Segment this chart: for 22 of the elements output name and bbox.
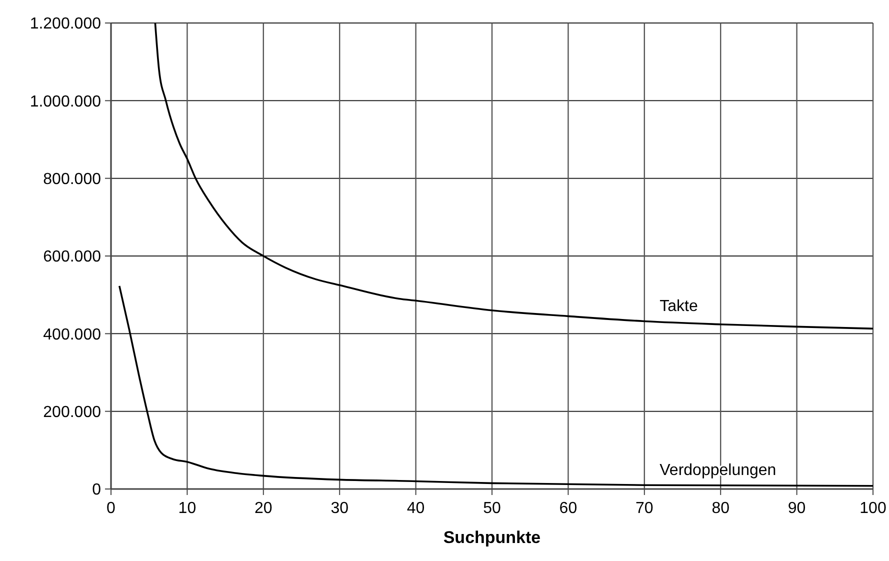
- x-tick-label: 80: [712, 500, 730, 517]
- x-tick-label: 40: [406, 500, 425, 517]
- y-tick-label: 200.000: [43, 404, 102, 421]
- series-label: Takte: [660, 298, 698, 316]
- x-tick-label: 100: [860, 500, 886, 517]
- x-tick-label: 20: [254, 500, 272, 517]
- x-tick-label: 60: [559, 500, 578, 517]
- x-tick-label: 10: [178, 500, 196, 517]
- y-tick-label: 600.000: [43, 248, 102, 266]
- x-tick-label: 90: [788, 500, 806, 517]
- y-tick-label: 0: [92, 482, 102, 499]
- y-tick-label: 800.000: [43, 170, 102, 188]
- y-tick-label: 1.200.000: [30, 16, 102, 33]
- x-tick-label: 30: [330, 500, 349, 517]
- line-series: [118, 285, 874, 487]
- line-series: [154, 22, 874, 330]
- x-axis-title: Suchpunkte: [443, 528, 541, 547]
- y-tick-label: 1.000.000: [30, 93, 102, 110]
- x-tick-label: 70: [636, 500, 654, 517]
- y-tick-label: 400.000: [43, 326, 102, 344]
- x-tick-label: 50: [483, 500, 501, 517]
- x-tick-label: 0: [106, 500, 116, 517]
